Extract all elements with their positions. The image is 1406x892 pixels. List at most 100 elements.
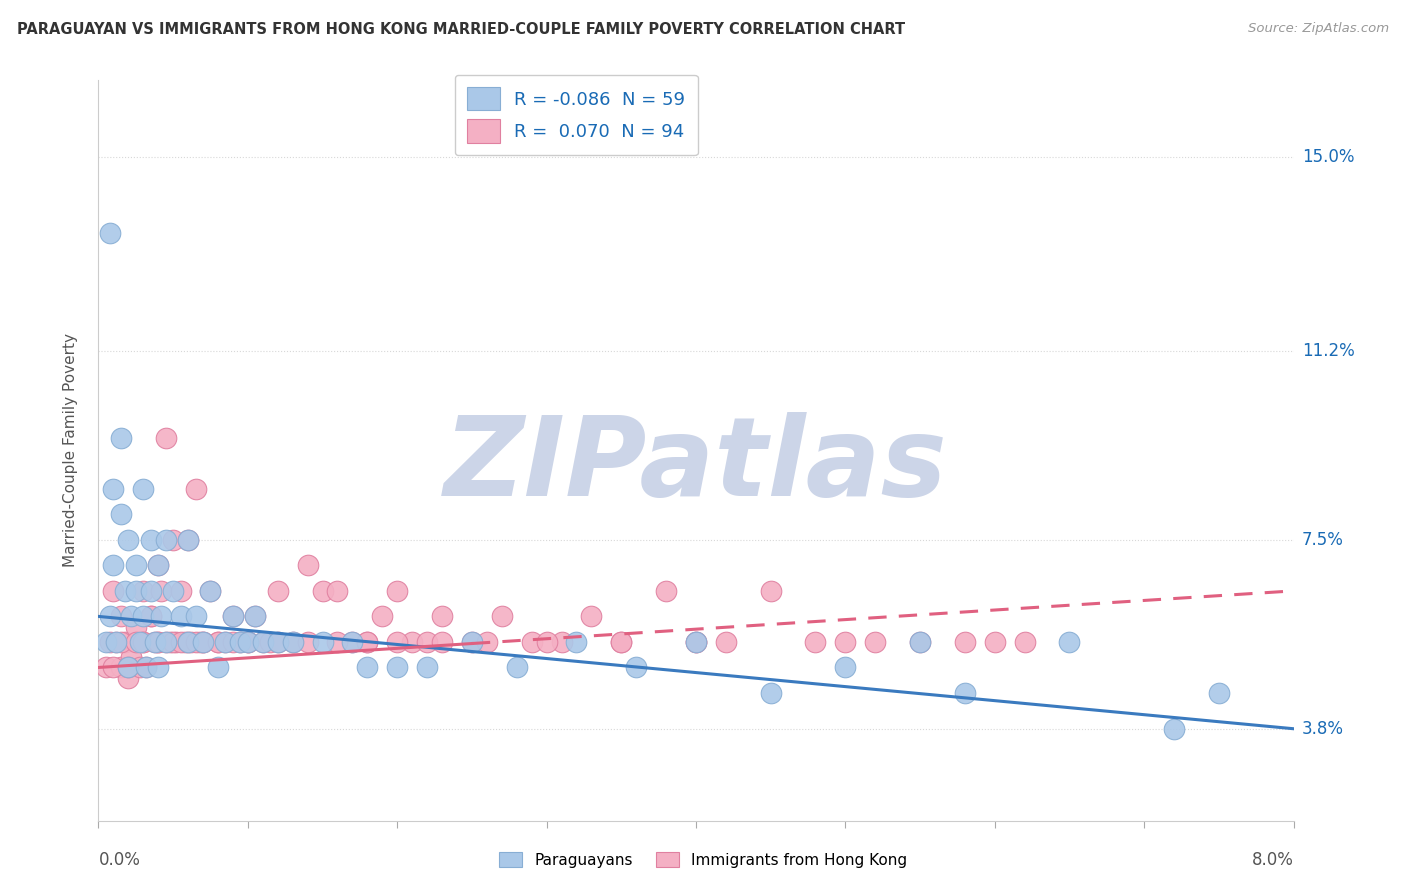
Point <box>103 583 125 598</box>
Point <box>110 431 132 445</box>
Point <box>461 635 484 649</box>
Point <box>385 660 409 674</box>
Point <box>1014 635 1036 649</box>
Point <box>475 635 498 649</box>
Point <box>117 660 139 674</box>
Point <box>132 583 155 598</box>
Point <box>214 635 236 649</box>
Point <box>953 635 976 649</box>
Point <box>207 635 229 649</box>
Point <box>245 609 267 624</box>
Point <box>148 635 170 649</box>
Point <box>865 635 887 649</box>
Point <box>132 635 155 649</box>
Point <box>150 609 173 624</box>
Legend: Paraguayans, Immigrants from Hong Kong: Paraguayans, Immigrants from Hong Kong <box>492 844 914 875</box>
Point <box>1208 686 1230 700</box>
Point <box>281 635 304 649</box>
Point <box>117 660 139 674</box>
Point <box>148 558 170 573</box>
Point <box>311 635 333 649</box>
Point <box>229 635 252 649</box>
Point <box>356 635 378 649</box>
Point <box>120 650 142 665</box>
Point <box>114 635 136 649</box>
Point <box>132 609 155 624</box>
Point <box>155 635 177 649</box>
Point <box>103 482 125 496</box>
Point <box>356 660 378 674</box>
Point <box>180 635 202 649</box>
Point <box>200 583 222 598</box>
Point <box>461 635 484 649</box>
Point <box>430 635 453 649</box>
Point <box>139 533 162 547</box>
Point <box>984 635 1007 649</box>
Point <box>135 660 157 674</box>
Point <box>105 635 128 649</box>
Point <box>804 635 827 649</box>
Point <box>155 431 177 445</box>
Point <box>214 635 236 649</box>
Point <box>169 583 191 598</box>
Point <box>129 660 152 674</box>
Point <box>834 635 856 649</box>
Point <box>139 609 162 624</box>
Point <box>685 635 707 649</box>
Point <box>207 635 229 649</box>
Point <box>356 635 378 649</box>
Text: 7.5%: 7.5% <box>1302 531 1344 549</box>
Point <box>281 635 304 649</box>
Point <box>908 635 931 649</box>
Point <box>229 635 252 649</box>
Point <box>117 533 139 547</box>
Point <box>103 558 125 573</box>
Point <box>177 635 200 649</box>
Point <box>536 635 558 649</box>
Point <box>162 583 184 598</box>
Point <box>1059 635 1081 649</box>
Point <box>150 583 173 598</box>
Y-axis label: Married-Couple Family Poverty: Married-Couple Family Poverty <box>63 334 77 567</box>
Point <box>139 583 162 598</box>
Point <box>714 635 737 649</box>
Point <box>267 583 290 598</box>
Point <box>191 635 214 649</box>
Point <box>110 609 132 624</box>
Point <box>120 609 142 624</box>
Point <box>430 609 453 624</box>
Text: 8.0%: 8.0% <box>1251 851 1294 869</box>
Point <box>759 686 782 700</box>
Point <box>98 227 122 241</box>
Point <box>184 482 207 496</box>
Point <box>252 635 274 649</box>
Point <box>143 635 166 649</box>
Point <box>626 660 648 674</box>
Point <box>685 635 707 649</box>
Point <box>311 583 333 598</box>
Point <box>177 635 200 649</box>
Point <box>148 635 170 649</box>
Point <box>148 660 170 674</box>
Point <box>184 609 207 624</box>
Point <box>342 635 364 649</box>
Point <box>105 635 128 649</box>
Point <box>103 660 125 674</box>
Point <box>222 609 245 624</box>
Point <box>125 619 148 633</box>
Point <box>155 533 177 547</box>
Point <box>148 558 170 573</box>
Point <box>139 609 162 624</box>
Point <box>94 635 117 649</box>
Point <box>655 583 678 598</box>
Point <box>132 635 155 649</box>
Point <box>98 609 122 624</box>
Point <box>252 635 274 649</box>
Point <box>267 635 290 649</box>
Point <box>1163 722 1185 736</box>
Point <box>491 609 513 624</box>
Point <box>94 660 117 674</box>
Point <box>326 583 349 598</box>
Point <box>98 635 122 649</box>
Point <box>222 635 245 649</box>
